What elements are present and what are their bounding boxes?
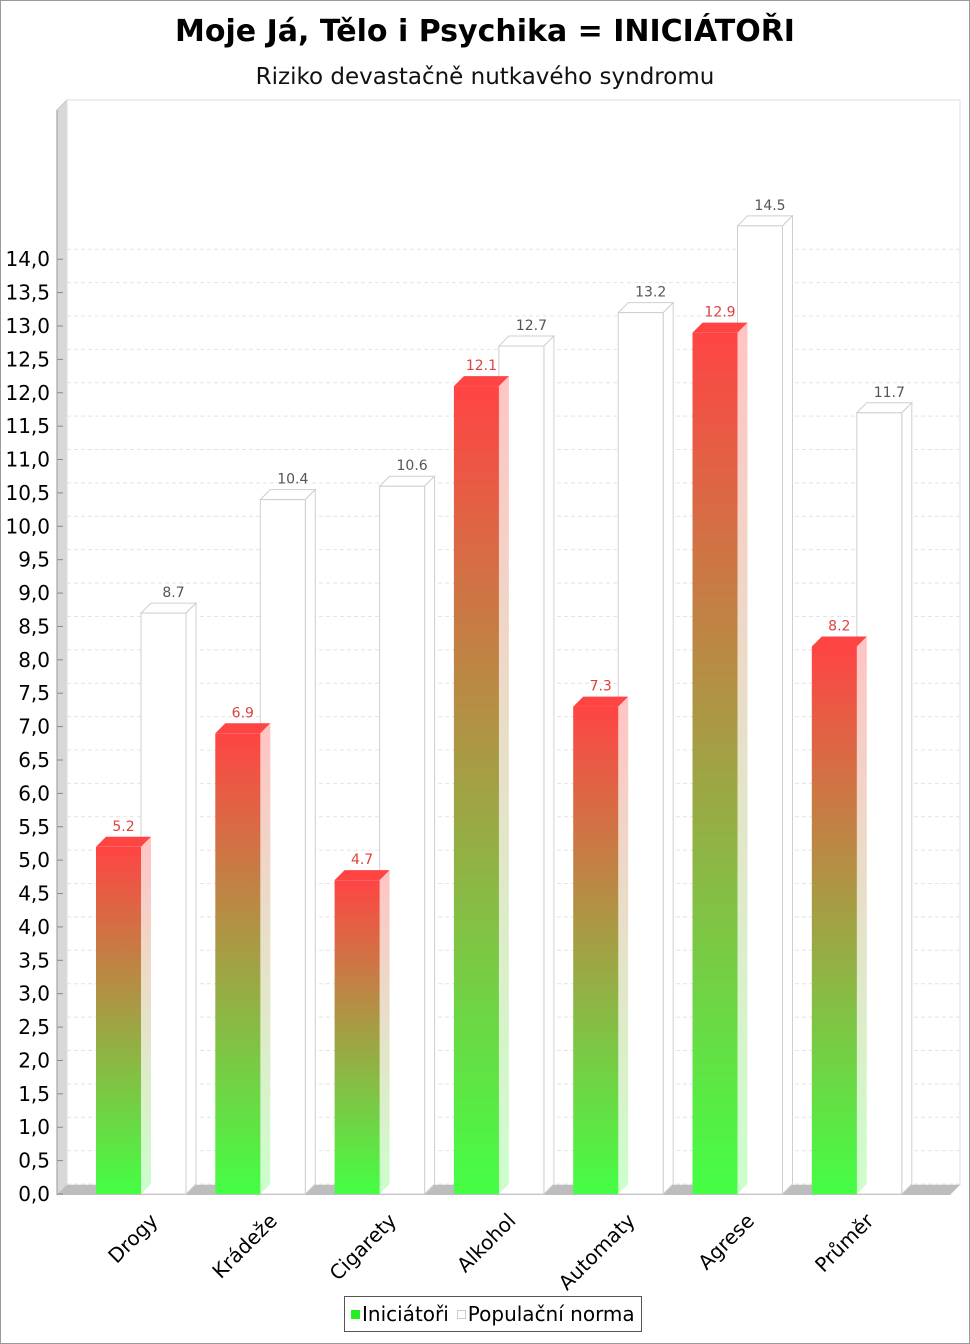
y-tick-label: 6,0 [18,781,50,805]
bar-iniciatori-top [96,836,151,847]
y-tick-label: 3,0 [18,982,50,1006]
x-tick-label: Drogy [103,1208,162,1267]
bar-norma-side [662,301,674,1196]
legend-label-populacni-norma: Populační norma [467,1302,635,1326]
bar-iniciatori-top [334,870,390,881]
bar-iniciatori [215,733,261,1194]
x-tick-label: Průměr [810,1208,879,1277]
y-tick-label: 10,5 [5,481,50,505]
bar-norma-label: 8.7 [162,585,184,601]
bar-norma-side [782,214,793,1196]
bar-iniciatori-top [811,636,867,647]
y-tick-label: 2,0 [18,1048,50,1072]
bar-iniciatori-label: 5.2 [112,819,134,835]
bar-iniciatori-side [737,322,748,1194]
y-tick-label: 8,5 [18,614,50,638]
bar-iniciatori-top [453,376,509,387]
bar-iniciatori [334,880,380,1194]
bar-iniciatori-side [856,636,867,1194]
y-tick-label: 8,0 [18,648,50,672]
x-tick-label: Krádeže [207,1209,282,1284]
bar-iniciatori-side [379,870,390,1194]
x-tick-label: Cigarety [325,1208,402,1285]
y-tick-label: 1,5 [18,1082,50,1106]
y-tick-label: 9,5 [18,548,50,572]
bar-iniciatori-label: 6.9 [232,705,254,721]
bar-iniciatori-side [141,836,151,1194]
x-tick-label: Agrese [693,1209,759,1275]
bar-iniciatori [692,332,738,1194]
bar-iniciatori-label: 8.2 [828,618,850,634]
legend-swatch-green [351,1309,360,1319]
chart-subtitle: Riziko devastačně nutkavého syndromu [255,64,715,90]
bar-norma-side [185,601,197,1196]
y-tick-label: 12,0 [5,381,50,405]
y-tick-label: 1,0 [18,1115,50,1139]
chart-title: Moje Já, Tělo i Psychika = INICIÁTOŘI [175,14,795,49]
legend-swatch-white [456,1309,466,1319]
bar-iniciatori-label: 4.7 [351,852,373,868]
bars: 8.7 5.2 10.4 6.9 10.6 4.7 12.7 12.1 13.2 7.3 14.5 1… [96,198,914,1196]
legend-label-iniciatori: Iniciátoři [362,1302,449,1326]
bar-norma-label: 12.7 [516,318,547,334]
y-tick-label: 13,5 [5,281,50,305]
y-tick-label: 0,0 [18,1182,50,1206]
bar-norma-label: 11.7 [874,385,905,401]
y-tick-label: 7,5 [18,681,50,705]
bar-iniciatori [96,846,141,1194]
bar-iniciatori-side [618,696,629,1194]
legend: Iniciátoři Populační norma [344,1296,642,1332]
y-tick-label: 0,5 [18,1149,50,1173]
y-tick-label: 12,5 [5,347,50,371]
bar-iniciatori-label: 7.3 [590,679,612,695]
legend-item-populacni-norma: Populační norma [456,1302,635,1326]
y-tick-label: 6,5 [18,748,50,772]
bar-norma-label: 13.2 [635,285,666,301]
y-tick-label: 9,0 [18,581,50,605]
bar-iniciatori-label: 12.1 [466,358,497,374]
bar-norma-label: 14.5 [754,198,785,214]
y-tick-label: 3,5 [18,948,50,972]
bar-iniciatori [811,646,857,1194]
y-tick-label: 7,0 [18,715,50,739]
y-tick-label: 13,0 [5,314,50,338]
x-axis-labels: Drogy Krádeže Cigarety Alkohol Automaty Agres… [103,1208,879,1295]
x-tick-label: Alkohol [452,1209,520,1277]
y-tick-label: 10,0 [5,514,50,538]
left-wall [56,98,68,1197]
y-tick-label: 2,5 [18,1015,50,1039]
bar-norma-side [901,401,913,1196]
y-tick-label: 4,0 [18,915,50,939]
bar-norma-label: 10.4 [277,472,308,488]
y-tick-label: 11,0 [5,448,50,472]
bar-norma-label: 10.6 [397,458,428,474]
bar-iniciatori-side [260,723,271,1194]
bar-iniciatori-top [692,322,748,333]
bar-iniciatori-side [498,376,509,1194]
bar-norma-side [543,334,555,1196]
bar-norma-side [304,488,316,1196]
bar-iniciatori [573,706,619,1194]
bar-iniciatori-top [573,696,629,707]
y-tick-label: 11,5 [5,414,50,438]
bar-iniciatori-top [215,723,271,734]
bar-iniciatori-label: 12.9 [704,305,735,321]
y-tick-label: 4,5 [18,882,50,906]
y-tick-label: 14,0 [5,247,50,271]
y-axis-ticks: 0,0 0,5 1,0 1,5 2,0 2,5 3,0 3,5 4,0 4,5 5,0 5,5 6,0 6… [5,110,63,1206]
legend-item-iniciatori: Iniciátoři [351,1302,449,1326]
y-tick-label: 5,0 [18,848,50,872]
bar-iniciatori [453,386,499,1194]
bar-norma-side [424,475,436,1196]
y-tick-label: 5,5 [18,815,50,839]
x-tick-label: Automaty [554,1208,640,1294]
